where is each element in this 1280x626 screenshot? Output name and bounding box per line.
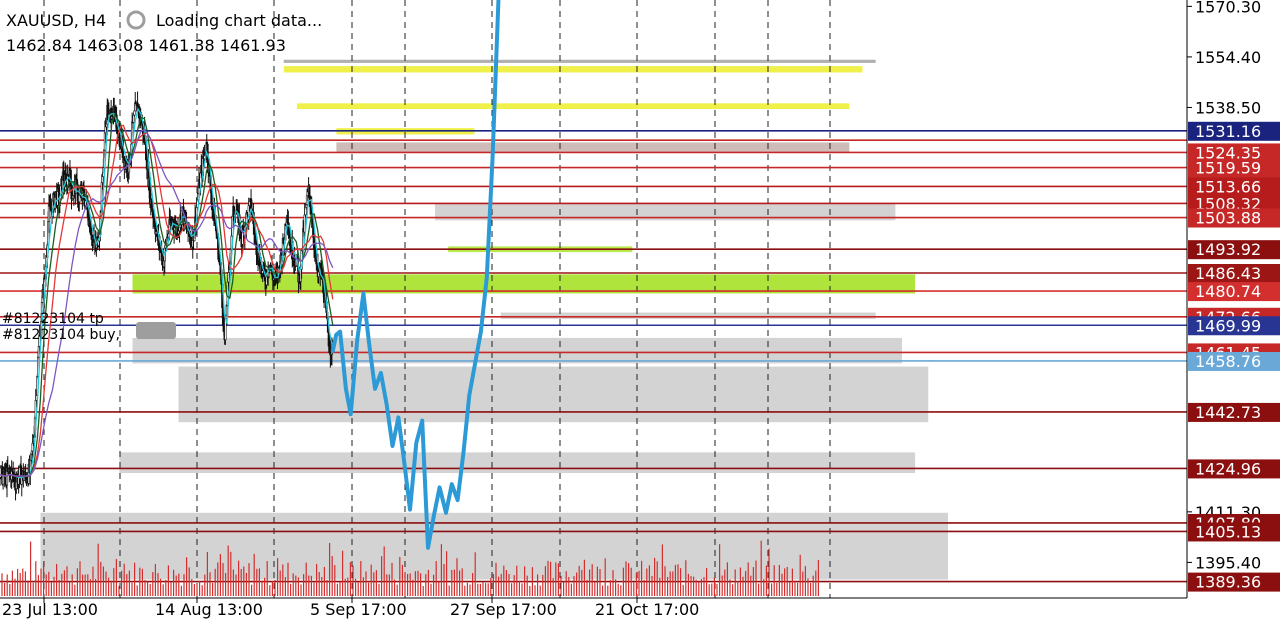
candle-body: [308, 185, 311, 197]
price-level-tag[interactable]: [1188, 522, 1280, 542]
zone-rect: [283, 59, 876, 63]
price-level-tag[interactable]: [1188, 402, 1280, 422]
zones-layer: [40, 59, 949, 580]
zone-rect: [119, 452, 916, 474]
time-tick-label: 21 Oct 17:00: [595, 600, 699, 619]
price-level-tag-label: 1531.16: [1195, 122, 1261, 141]
zone-rect: [40, 512, 949, 580]
loading-status: Loading chart data...: [156, 11, 322, 30]
price-level-tag[interactable]: [1188, 263, 1280, 283]
price-tick-label: 1395.40: [1195, 553, 1261, 572]
price-level-tag[interactable]: [1188, 208, 1280, 228]
zone-rect: [296, 103, 850, 110]
price-level-tag[interactable]: [1188, 240, 1280, 260]
price-level-tag[interactable]: [1188, 351, 1280, 371]
price-tick-label: 1538.50: [1195, 98, 1261, 117]
time-axis[interactable]: 23 Jul 13:00 14 Aug 13:00 5 Sep 17:00 27 Se…: [2, 598, 699, 619]
zone-rect: [336, 142, 850, 152]
price-level-tag-label: 1524.35: [1195, 143, 1261, 162]
price-level-tag[interactable]: [1188, 177, 1280, 197]
price-level-tag-label: 1519.59: [1195, 159, 1261, 178]
price-level-tag[interactable]: [1188, 143, 1280, 163]
price-level-tag[interactable]: [1188, 121, 1280, 141]
time-tick-label: 27 Sep 17:00: [450, 600, 557, 619]
ohlc-values: 1462.84 1463.08 1461.38 1461.93: [6, 36, 286, 55]
zone-rect: [132, 274, 916, 294]
loading-spinner-icon: [126, 10, 146, 30]
price-level-tag[interactable]: [1188, 572, 1280, 592]
price-level-tag-label: 1424.96: [1195, 459, 1261, 478]
grid-layer: [43, 0, 831, 598]
moving-average-line: [0, 124, 334, 477]
moving-average-layer: [0, 107, 334, 479]
price-tick-label: 1570.30: [1195, 0, 1261, 16]
moving-average-line: [0, 128, 334, 477]
price-level-tag-label: 1503.88: [1195, 209, 1261, 228]
zone-rect: [132, 337, 902, 364]
price-level-tag-label: 1389.36: [1195, 573, 1261, 592]
price-level-tag[interactable]: [1188, 316, 1280, 336]
forecast-layer: [330, 0, 501, 550]
symbol-timeframe: XAUUSD, H4: [6, 11, 106, 30]
zone-rect: [283, 66, 863, 73]
order-label-tp[interactable]: #81223104 tp: [2, 311, 104, 327]
price-level-tag[interactable]: [1188, 282, 1280, 302]
price-level-tag-label: 1442.73: [1195, 403, 1261, 422]
volume-layer: [1, 540, 820, 596]
forecast-path-line: [330, 0, 501, 550]
price-level-tag[interactable]: [1188, 459, 1280, 479]
price-tick-label: 1554.40: [1195, 48, 1261, 67]
zone-rect: [500, 312, 876, 319]
price-level-tag[interactable]: [1188, 158, 1280, 178]
order-label-buy[interactable]: #81223104 buy,: [2, 327, 120, 343]
zone-rect: [178, 366, 929, 423]
levels-layer: [0, 129, 1187, 583]
time-tick-label: 14 Aug 13:00: [155, 600, 263, 619]
time-tick-label: 5 Sep 17:00: [310, 600, 407, 619]
price-level-tag-label: 1480.74: [1195, 282, 1261, 301]
zone-rect: [435, 202, 896, 221]
time-tick-label: 23 Jul 13:00: [2, 600, 98, 619]
candle-body: [133, 110, 136, 116]
price-level-tag-label: 1513.66: [1195, 177, 1261, 196]
price-level-tag-label: 1405.13: [1195, 522, 1261, 541]
price-level-tag-label: 1486.43: [1195, 264, 1261, 283]
order-tag-badge: [136, 322, 176, 339]
price-level-tag-label: 1493.92: [1195, 240, 1261, 259]
price-level-tag-label: 1469.99: [1195, 316, 1261, 335]
moving-average-line: [0, 107, 334, 479]
price-level-tag-label: 1458.76: [1195, 352, 1261, 371]
price-axis[interactable]: 1570.301554.401538.501411.301395.401531.…: [1187, 0, 1280, 592]
